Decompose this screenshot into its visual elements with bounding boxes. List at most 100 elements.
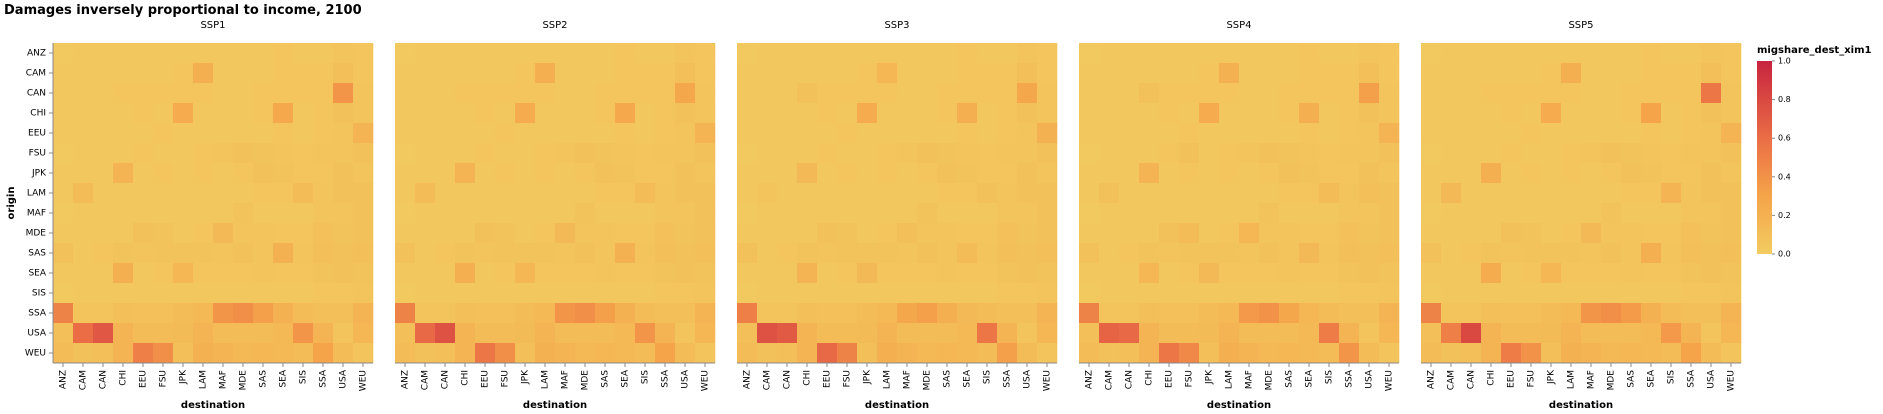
panel-title: SSP5 bbox=[1568, 20, 1593, 31]
x-tick-label: LAM bbox=[541, 370, 551, 389]
heatmap-cell bbox=[535, 223, 556, 244]
heatmap-cell bbox=[333, 63, 354, 84]
heatmap-cell bbox=[233, 283, 254, 304]
x-tick-label: FSU bbox=[1527, 370, 1537, 387]
x-tick-label: EEU bbox=[823, 370, 833, 388]
heatmap-cell bbox=[797, 303, 818, 324]
heatmap-cell bbox=[1501, 143, 1522, 164]
heatmap-cell bbox=[1139, 123, 1160, 144]
heatmap-cell bbox=[53, 83, 74, 104]
heatmap-cell bbox=[1379, 143, 1400, 164]
heatmap-cell bbox=[675, 103, 696, 124]
heatmap-cell bbox=[817, 263, 838, 284]
heatmap-cell bbox=[1421, 163, 1442, 184]
heatmap-cell bbox=[1359, 183, 1380, 204]
heatmap-cell bbox=[917, 243, 938, 264]
heatmap-cell bbox=[1701, 123, 1722, 144]
heatmap-cell bbox=[1079, 43, 1100, 64]
heatmap-cell bbox=[213, 203, 234, 224]
heatmap-cell bbox=[1721, 343, 1742, 364]
heatmap-cell bbox=[1179, 343, 1200, 364]
heatmap-cell bbox=[1561, 183, 1582, 204]
y-tick-label: CAM bbox=[26, 69, 46, 79]
heatmap-cell bbox=[313, 103, 334, 124]
heatmap-cell bbox=[1239, 243, 1260, 264]
heatmap-cell bbox=[1299, 83, 1320, 104]
heatmap-cell bbox=[455, 63, 476, 84]
heatmap-cell bbox=[1037, 163, 1058, 184]
heatmap-cell bbox=[273, 103, 294, 124]
heatmap-cell bbox=[595, 223, 616, 244]
heatmap-cell bbox=[655, 343, 676, 364]
heatmap-cell bbox=[575, 343, 596, 364]
heatmap-cell bbox=[837, 43, 858, 64]
heatmap-cell bbox=[1621, 83, 1642, 104]
heatmap-cell bbox=[1441, 83, 1462, 104]
heatmap-cell bbox=[575, 263, 596, 284]
heatmap-cell bbox=[515, 283, 536, 304]
heatmap-cell bbox=[353, 103, 374, 124]
heatmap-cell bbox=[93, 183, 114, 204]
heatmap-cell bbox=[777, 343, 798, 364]
heatmap-cell bbox=[1461, 263, 1482, 284]
x-tick-label: SSA bbox=[1003, 369, 1013, 388]
x-tick-label: JPK bbox=[179, 369, 189, 385]
legend-tick-label: 0.2 bbox=[1778, 211, 1791, 220]
heatmap-cell bbox=[193, 63, 214, 84]
heatmap-cell bbox=[1359, 343, 1380, 364]
heatmap-cell bbox=[53, 123, 74, 144]
heatmap-cell bbox=[1581, 223, 1602, 244]
heatmap-cell bbox=[1079, 223, 1100, 244]
heatmap-cell bbox=[777, 63, 798, 84]
heatmap-cell bbox=[675, 123, 696, 144]
heatmap-cell bbox=[937, 263, 958, 284]
heatmap-cell bbox=[1541, 103, 1562, 124]
heatmap-cell bbox=[1481, 163, 1502, 184]
heatmap-cell bbox=[1481, 323, 1502, 344]
panel-title: SSP3 bbox=[884, 20, 909, 31]
heatmap-cell bbox=[273, 183, 294, 204]
x-tick-label: USA bbox=[681, 369, 691, 388]
heatmap-cell bbox=[1119, 263, 1140, 284]
heatmap-cell bbox=[1661, 223, 1682, 244]
heatmap-cell bbox=[1099, 303, 1120, 324]
heatmap-cell bbox=[455, 343, 476, 364]
heatmap-cell bbox=[253, 183, 274, 204]
heatmap-cell bbox=[193, 203, 214, 224]
heatmap-cell bbox=[917, 343, 938, 364]
heatmap-cell bbox=[1681, 263, 1702, 284]
x-tick-label: MAF bbox=[219, 370, 229, 389]
heatmap-cell bbox=[1037, 343, 1058, 364]
heatmap-cell bbox=[113, 303, 134, 324]
heatmap-cell bbox=[415, 123, 436, 144]
heatmap-cell bbox=[53, 283, 74, 304]
heatmap-cell bbox=[475, 103, 496, 124]
heatmap-cell bbox=[1037, 223, 1058, 244]
heatmap-cell bbox=[1079, 323, 1100, 344]
heatmap-cell bbox=[1421, 263, 1442, 284]
heatmap-cell bbox=[1017, 183, 1038, 204]
heatmap-cell bbox=[837, 83, 858, 104]
heatmap-cell bbox=[273, 63, 294, 84]
heatmap-cell bbox=[695, 83, 716, 104]
heatmap-cell bbox=[817, 183, 838, 204]
heatmap-cell bbox=[595, 43, 616, 64]
heatmap-cell bbox=[1179, 223, 1200, 244]
heatmap-cell bbox=[1299, 303, 1320, 324]
heatmap-cell bbox=[455, 223, 476, 244]
heatmap-cell bbox=[233, 143, 254, 164]
heatmap-cell bbox=[695, 103, 716, 124]
heatmap-cell bbox=[1359, 323, 1380, 344]
heatmap-cell bbox=[1521, 283, 1542, 304]
heatmap-cell bbox=[757, 343, 778, 364]
heatmap-cell bbox=[1037, 143, 1058, 164]
heatmap-cell bbox=[655, 163, 676, 184]
heatmap-cell bbox=[555, 323, 576, 344]
heatmap-cell bbox=[1721, 263, 1742, 284]
heatmap-cell bbox=[1037, 263, 1058, 284]
heatmap-cell bbox=[1379, 183, 1400, 204]
heatmap-cell bbox=[293, 263, 314, 284]
heatmap-cell bbox=[333, 203, 354, 224]
heatmap-cell bbox=[635, 343, 656, 364]
heatmap-cell bbox=[113, 123, 134, 144]
